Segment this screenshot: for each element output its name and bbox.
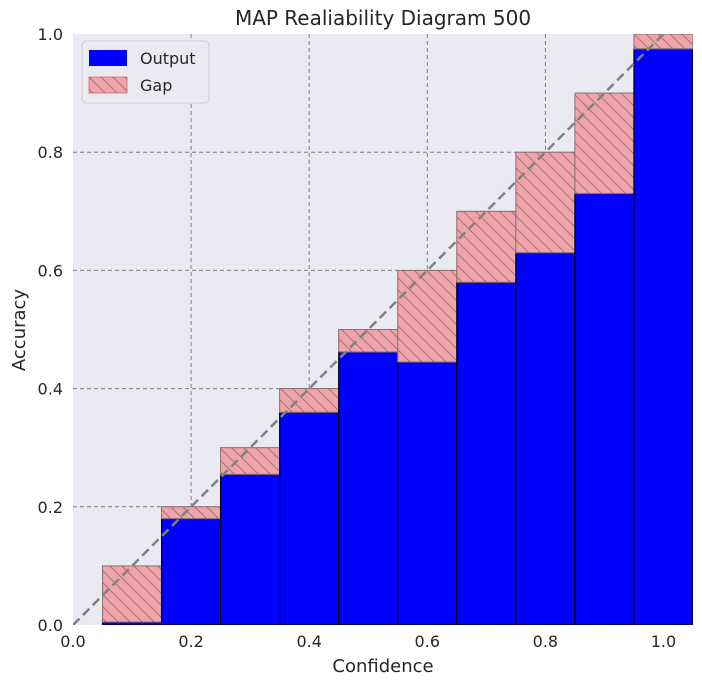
gap-bar-hatch	[338, 329, 399, 353]
y-tick-label: 0.8	[38, 143, 63, 162]
output-bar	[515, 252, 576, 625]
bars	[101, 34, 693, 625]
x-tick-label: 0.8	[533, 632, 558, 651]
output-bar	[397, 361, 458, 625]
output-bar	[338, 351, 399, 625]
gap-bar-hatch	[102, 565, 162, 623]
gap-bar-hatch	[574, 92, 635, 194]
output-bar	[633, 48, 693, 625]
x-tick-label: 0.4	[296, 632, 321, 651]
y-tick-label: 0.0	[38, 616, 63, 635]
legend-output-swatch	[89, 50, 127, 66]
diagonal	[73, 34, 666, 625]
gap-bar-hatch	[456, 210, 517, 283]
y-tick-label: 0.6	[38, 261, 63, 280]
x-tick-label: 0.6	[415, 632, 440, 651]
gap-bar-hatch	[515, 151, 576, 254]
gap-bar-hatch	[161, 506, 222, 520]
output-bar	[574, 192, 635, 625]
y-tick-label: 0.4	[38, 380, 63, 399]
output-bar	[220, 473, 281, 625]
x-axis-label: Confidence	[332, 656, 433, 677]
gap-bar-hatch	[279, 388, 340, 413]
x-tick-label: 1.0	[651, 632, 676, 651]
output-bar	[456, 281, 517, 625]
legend: Output Gap	[81, 40, 210, 104]
gap-bar-hatch	[220, 447, 281, 475]
y-axis-label: Accuracy	[9, 289, 30, 372]
gap-bar-hatch	[397, 269, 458, 363]
y-tick-label: 0.2	[38, 498, 63, 517]
perfect-calibration-line	[73, 34, 666, 625]
gap-bar-hatch	[633, 34, 693, 50]
x-tick-label: 0.0	[60, 632, 85, 651]
chart-title: MAP Realiability Diagram 500	[235, 6, 531, 30]
output-bar	[160, 518, 222, 625]
legend-output-label: Output	[140, 49, 196, 68]
output-bar	[279, 411, 340, 625]
legend-gap-hatch	[89, 77, 127, 93]
x-tick-label: 0.2	[178, 632, 203, 651]
y-tick-label: 1.0	[38, 25, 63, 44]
tick-labels: 0.0 0.2 0.4 0.6 0.8 1.0 0.0 0.2 0.4 0.6 0.8 1.0	[38, 25, 677, 651]
legend-gap-label: Gap	[140, 76, 172, 95]
